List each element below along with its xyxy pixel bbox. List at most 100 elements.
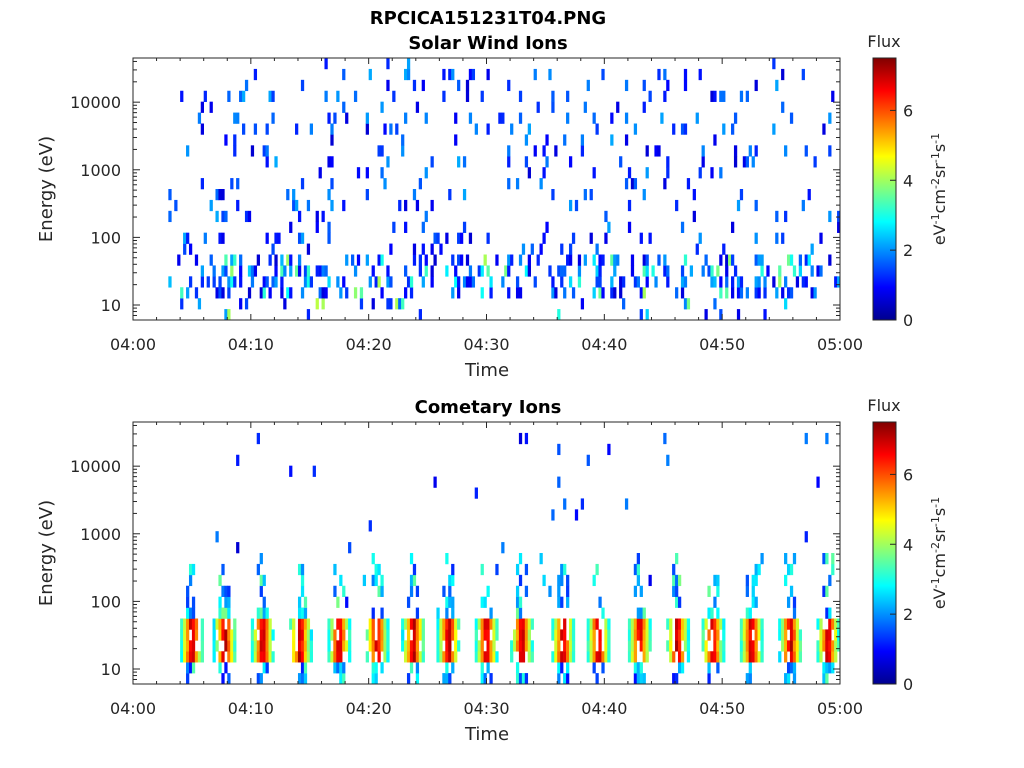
heatmap-cell — [601, 68, 605, 81]
heatmap-cell — [792, 607, 797, 619]
heatmap-cell — [663, 254, 667, 266]
heatmap-cell — [624, 498, 629, 510]
heatmap-cell — [554, 651, 558, 663]
heatmap-cell — [303, 265, 308, 277]
heatmap-cell — [465, 79, 470, 92]
heatmap-cell — [442, 673, 446, 685]
heatmap-cell — [409, 651, 414, 663]
x-tick-label: 04:10 — [228, 335, 274, 354]
heatmap-cell — [507, 254, 511, 266]
heatmap-cell — [297, 607, 302, 619]
heatmap-cell — [763, 276, 767, 288]
heatmap-cell — [259, 607, 263, 619]
heatmap-cell — [277, 232, 281, 244]
heatmap-cell — [380, 585, 384, 597]
heatmap-cell — [442, 585, 446, 597]
heatmap-cell — [401, 618, 405, 630]
heatmap-cell — [259, 629, 263, 641]
heatmap-cell — [253, 640, 258, 652]
y-tick-label: 1000 — [80, 161, 121, 180]
heatmap-cell — [180, 287, 184, 299]
heatmap-cell — [300, 585, 305, 597]
heatmap-cell — [672, 563, 676, 576]
x-tick-label: 05:00 — [817, 335, 863, 354]
heatmap-cell — [253, 68, 258, 81]
heatmap-cell — [186, 585, 190, 597]
heatmap-cell — [775, 287, 779, 299]
heatmap-cell — [348, 542, 352, 554]
heatmap-cell — [778, 276, 782, 288]
heatmap-cell — [692, 189, 696, 201]
heatmap-cell — [707, 607, 711, 619]
heatmap-cell — [194, 651, 199, 663]
heatmap-cell — [524, 618, 529, 630]
heatmap-cell — [527, 629, 531, 641]
heatmap-cell — [630, 629, 635, 641]
heatmap-cell — [200, 101, 204, 113]
heatmap-cell — [577, 265, 582, 277]
heatmap-cell — [454, 112, 458, 124]
heatmap-cell — [383, 178, 387, 190]
heatmap-cell — [327, 276, 331, 288]
heatmap-cell — [719, 287, 723, 299]
heatmap-cell — [365, 123, 369, 135]
heatmap-cell — [518, 607, 523, 619]
heatmap-cell — [545, 221, 549, 233]
heatmap-cell — [224, 662, 228, 674]
heatmap-cell — [698, 167, 702, 179]
heatmap-cell — [300, 618, 305, 630]
heatmap-cell — [539, 243, 543, 255]
heatmap-cell — [707, 673, 711, 685]
heatmap-cell — [778, 618, 782, 630]
heatmap-cell — [518, 254, 523, 266]
heatmap-cell — [265, 640, 269, 652]
heatmap-cell — [212, 629, 216, 641]
heatmap-cell — [465, 90, 470, 102]
heatmap-cell — [300, 178, 305, 190]
heatmap-cell — [751, 574, 755, 587]
heatmap-cell — [563, 651, 567, 663]
x-tick-label: 04:50 — [699, 335, 745, 354]
heatmap-cell — [365, 629, 369, 641]
heatmap-cell — [412, 651, 417, 663]
heatmap-cell — [798, 265, 803, 277]
heatmap-cell — [639, 309, 643, 321]
heatmap-cell — [356, 167, 361, 179]
heatmap-cell — [751, 585, 755, 597]
heatmap-cell — [524, 156, 529, 168]
heatmap-cell — [601, 607, 605, 619]
heatmap-cell — [333, 662, 337, 674]
heatmap-cell — [445, 673, 449, 685]
heatmap-cell — [259, 673, 263, 685]
heatmap-cell — [386, 629, 390, 641]
heatmap-cell — [651, 265, 655, 277]
heatmap-cell — [563, 673, 567, 685]
heatmap-cell — [630, 254, 635, 266]
heatmap-cell — [831, 90, 835, 102]
heatmap-cell — [725, 254, 729, 266]
heatmap-cell — [445, 232, 449, 244]
heatmap-cell — [701, 618, 705, 630]
heatmap-cell — [707, 651, 711, 663]
heatmap-cell — [586, 79, 590, 92]
heatmap-cell — [342, 640, 346, 652]
heatmap-cell — [371, 298, 375, 310]
heatmap-cell — [648, 90, 652, 102]
heatmap-cell — [557, 596, 561, 608]
heatmap-cell — [492, 640, 496, 652]
heatmap-cell — [675, 574, 679, 587]
heatmap-cell — [404, 618, 408, 630]
heatmap-cell — [421, 651, 425, 663]
heatmap-cell — [545, 156, 549, 168]
heatmap-cell — [433, 232, 437, 244]
heatmap-cell — [262, 276, 266, 288]
heatmap-cell — [636, 563, 640, 576]
heatmap-cell — [501, 112, 505, 124]
heatmap-cell — [760, 629, 764, 641]
heatmap-cell — [230, 651, 234, 663]
heatmap-cell — [739, 640, 744, 652]
heatmap-cell — [834, 640, 838, 652]
heatmap-cell — [418, 265, 422, 277]
heatmap-cell — [412, 79, 417, 92]
heatmap-cell — [421, 276, 425, 288]
